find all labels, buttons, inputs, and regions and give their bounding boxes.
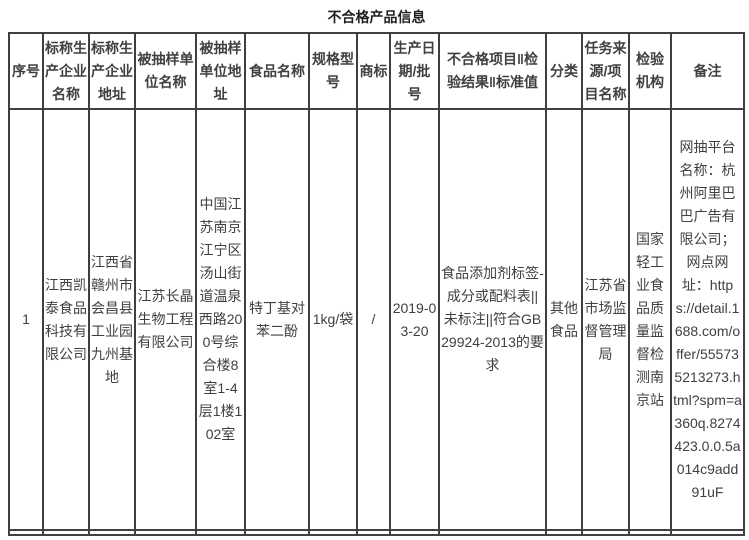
table-row-truncated <box>8 529 745 536</box>
truncated-cell <box>244 529 310 536</box>
cell-sampled-unit-name: 江苏长晶生物工程有限公司 <box>134 108 197 531</box>
cell-remarks: 网抽平台名称：杭州阿里巴巴广告有限公司；网点网址：https://detail.… <box>670 108 745 531</box>
header-task-source-project: 任务来源/项目名称 <box>581 32 630 110</box>
cell-seq-no: 1 <box>8 108 44 531</box>
header-food-name: 食品名称 <box>244 32 310 110</box>
header-labeled-producer-name: 标称生产企业名称 <box>42 32 90 110</box>
header-row: 序号 标称生产企业名称 标称生产企业地址 被抽样单位名称 被抽样单位地址 食品名… <box>8 32 745 110</box>
cell-labeled-producer-address: 江西省赣州市会昌县工业园九州基地 <box>88 108 136 531</box>
cell-task-source-project: 江苏省市场监督管理局 <box>581 108 630 531</box>
header-category: 分类 <box>545 32 583 110</box>
truncated-cell <box>308 529 358 536</box>
header-trademark: 商标 <box>356 32 391 110</box>
cell-spec-model: 1kg/袋 <box>308 108 358 531</box>
cell-sampled-unit-address: 中国江苏南京江宁区汤山街道温泉西路200号综合楼8室1-4层1楼102室 <box>195 108 246 531</box>
header-labeled-producer-address: 标称生产企业地址 <box>88 32 136 110</box>
header-spec-model: 规格型号 <box>308 32 358 110</box>
header-sampled-unit-name: 被抽样单位名称 <box>134 32 197 110</box>
cell-trademark: / <box>356 108 391 531</box>
truncated-cell <box>356 529 391 536</box>
header-sampled-unit-address: 被抽样单位地址 <box>195 32 246 110</box>
truncated-cell <box>628 529 672 536</box>
cell-labeled-producer-name: 江西凯泰食品科技有限公司 <box>42 108 90 531</box>
truncated-cell <box>88 529 136 536</box>
nonconforming-products-table: 序号 标称生产企业名称 标称生产企业地址 被抽样单位名称 被抽样单位地址 食品名… <box>8 32 745 536</box>
header-remarks: 备注 <box>670 32 745 110</box>
truncated-cell <box>389 529 440 536</box>
cell-food-name: 特丁基对苯二酚 <box>244 108 310 531</box>
cell-failed-item-result-standard: 食品添加剂标签-成分或配料表||未标注||符合GB29924-2013的要求 <box>438 108 547 531</box>
truncated-cell <box>545 529 583 536</box>
cell-category: 其他食品 <box>545 108 583 531</box>
truncated-cell <box>670 529 745 536</box>
cell-production-date-batch: 2019-03-20 <box>389 108 440 531</box>
truncated-cell <box>195 529 246 536</box>
truncated-cell <box>134 529 197 536</box>
cell-inspection-agency: 国家轻工业食品质量监督检测南京站 <box>628 108 672 531</box>
page-title: 不合格产品信息 <box>327 9 426 25</box>
header-seq-no: 序号 <box>8 32 44 110</box>
truncated-cell <box>8 529 44 536</box>
truncated-cell <box>42 529 90 536</box>
table-row: 1 江西凯泰食品科技有限公司 江西省赣州市会昌县工业园九州基地 江苏长晶生物工程… <box>8 108 745 531</box>
header-production-date-batch: 生产日期/批号 <box>389 32 440 110</box>
truncated-cell <box>438 529 547 536</box>
header-failed-item-result-standard: 不合格项目‖检验结果‖标准值 <box>438 32 547 110</box>
header-inspection-agency: 检验机构 <box>628 32 672 110</box>
truncated-cell <box>581 529 630 536</box>
